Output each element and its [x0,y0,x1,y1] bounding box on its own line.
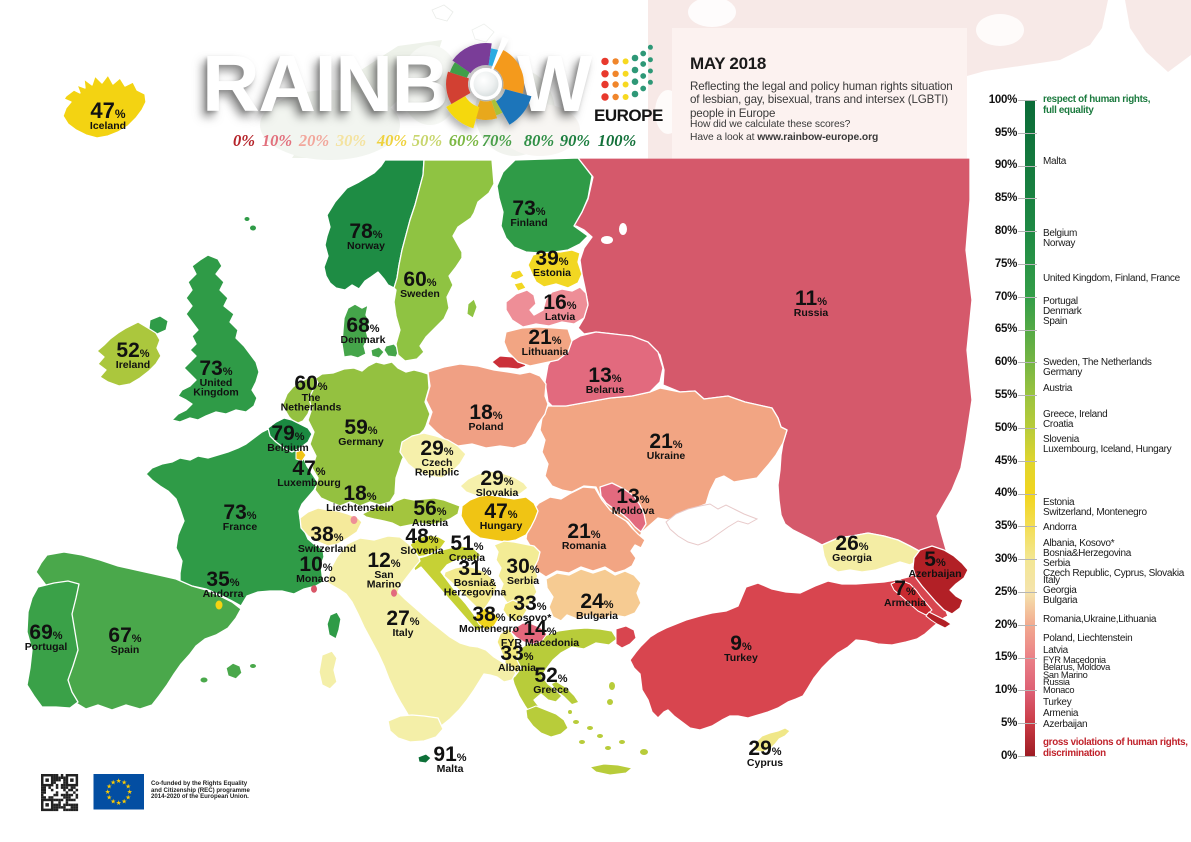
svg-text:Herzegovina: Herzegovina [444,587,507,599]
svg-text:Spain: Spain [111,644,140,656]
svg-text:United: United [200,377,233,389]
svg-text:Luxembourg: Luxembourg [277,477,341,489]
svg-text:Malta: Malta [437,763,464,775]
svg-text:Andorra: Andorra [203,588,244,600]
svg-text:Czech: Czech [422,457,453,469]
svg-text:Latvia: Latvia [545,311,576,323]
svg-text:Austria: Austria [412,517,448,529]
svg-text:Finland: Finland [510,217,547,229]
svg-text:Lithuania: Lithuania [522,346,569,358]
svg-text:Liechtenstein: Liechtenstein [326,502,394,514]
svg-text:Serbia: Serbia [507,575,539,587]
svg-text:France: France [223,521,258,533]
svg-text:Belarus: Belarus [586,384,625,396]
svg-text:Ukraine: Ukraine [647,450,686,462]
svg-text:Norway: Norway [347,240,385,252]
svg-text:Bulgaria: Bulgaria [576,610,618,622]
svg-text:Montenegro: Montenegro [459,623,519,635]
svg-text:Slovakia: Slovakia [476,487,519,499]
svg-text:Poland: Poland [468,421,503,433]
svg-text:Kingdom: Kingdom [193,387,239,399]
svg-text:FYR Macedonia: FYR Macedonia [501,637,579,649]
svg-text:Republic: Republic [415,467,459,479]
svg-text:Estonia: Estonia [533,267,571,279]
svg-text:Monaco: Monaco [296,573,336,585]
svg-text:Albania: Albania [498,662,536,674]
svg-text:San: San [374,569,393,581]
svg-text:Belgium: Belgium [267,442,308,454]
svg-text:Ireland: Ireland [116,359,150,371]
svg-text:Croatia: Croatia [449,552,485,564]
svg-text:Slovenia: Slovenia [400,545,443,557]
svg-text:Moldova: Moldova [612,505,655,517]
svg-text:Greece: Greece [533,684,569,696]
svg-text:Marino: Marino [367,579,401,591]
svg-text:Germany: Germany [338,436,384,448]
svg-text:Georgia: Georgia [832,552,872,564]
svg-text:Kosovo*: Kosovo* [509,612,553,624]
svg-text:The: The [302,392,321,404]
svg-text:Iceland: Iceland [90,120,126,132]
svg-text:Bosnia&: Bosnia& [454,577,497,589]
svg-text:Cyprus: Cyprus [747,757,783,769]
svg-text:Armenia: Armenia [884,597,926,609]
svg-text:Romania: Romania [562,540,607,552]
svg-text:Italy: Italy [392,627,413,639]
svg-text:Russia: Russia [794,307,829,319]
svg-text:Switzerland: Switzerland [298,543,356,555]
svg-text:Denmark: Denmark [341,334,386,346]
svg-text:Netherlands: Netherlands [281,402,342,414]
svg-text:Portugal: Portugal [25,641,68,653]
svg-text:Hungary: Hungary [480,520,523,532]
svg-text:Azerbaijan: Azerbaijan [908,568,961,580]
svg-text:Sweden: Sweden [400,288,440,300]
svg-text:Turkey: Turkey [724,652,758,664]
